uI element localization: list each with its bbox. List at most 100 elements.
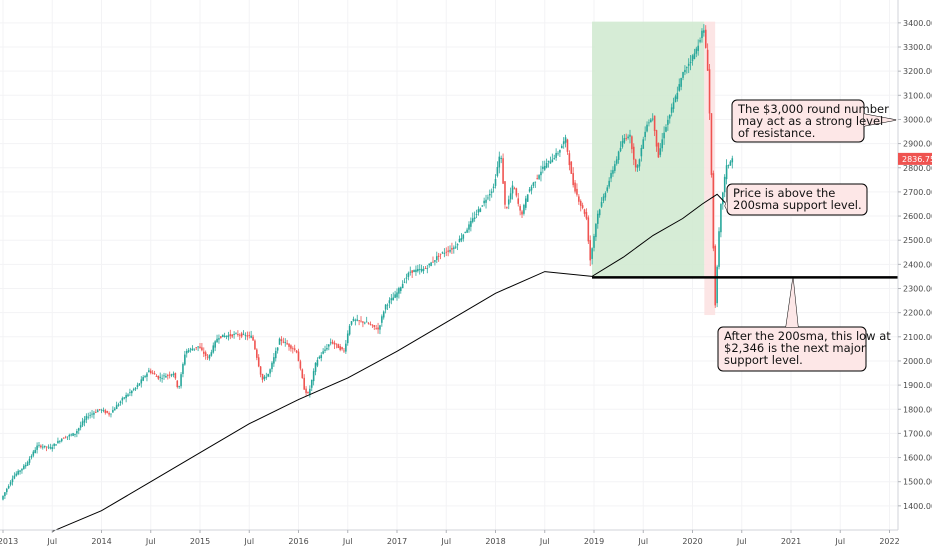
candle-body (398, 288, 400, 294)
candle-body (731, 158, 734, 163)
candle-body (665, 127, 667, 132)
candle-body (318, 356, 321, 359)
candle-body (390, 298, 393, 301)
candle-body (668, 114, 671, 119)
candle-body (712, 173, 715, 249)
candle-body (706, 49, 709, 71)
candle-body (324, 349, 326, 351)
candle-body (682, 72, 684, 78)
candle-body (221, 334, 224, 338)
candlesticks (2, 24, 734, 501)
zone-crash (704, 21, 716, 316)
candle-body (549, 161, 552, 164)
candle-body (462, 234, 465, 239)
time-axis[interactable]: 2013 Jul 2014 Jul 2015 Jul 2016 Jul 2017 Jul 2018 J… (0, 530, 900, 546)
candle-body (413, 270, 415, 273)
y-tick-label: 3200.00 (903, 67, 932, 76)
candle-body (123, 397, 126, 399)
candle-body (350, 321, 353, 325)
candle-body (663, 132, 665, 139)
candle-body (449, 249, 451, 252)
candle-body (477, 209, 480, 213)
candle-body (415, 269, 417, 273)
candle-body (115, 405, 118, 409)
candle-body (405, 277, 408, 279)
candle-body (100, 409, 103, 411)
candle-body (106, 411, 108, 413)
candle-body (30, 455, 33, 458)
candle-body (299, 361, 302, 369)
candle-body (507, 199, 510, 205)
candle-body (606, 187, 609, 192)
candle-body (331, 341, 334, 344)
candle-body (581, 205, 584, 208)
candle-body (559, 149, 561, 153)
y-tick-label: 3000.00 (903, 115, 932, 124)
x-tick-label: 2016 (288, 537, 308, 546)
candle-body (295, 350, 298, 353)
candle-body (610, 173, 612, 179)
candle-body (292, 348, 294, 350)
candle-body (237, 334, 239, 336)
candle-body (76, 430, 78, 434)
candle-body (714, 245, 717, 306)
candle-body (598, 209, 601, 216)
candle-body (617, 151, 620, 160)
candle-body (49, 447, 52, 449)
candle-body (312, 371, 315, 382)
y-tick-label: 1500.00 (903, 478, 932, 487)
candle-body (346, 333, 349, 344)
candle-body (227, 335, 230, 338)
candle-body (238, 334, 241, 336)
candle-body (579, 200, 582, 206)
y-tick-label: 1400.00 (903, 502, 932, 511)
callout-pointer-fill (786, 278, 798, 327)
candle-body (178, 386, 180, 388)
candle-body (667, 119, 669, 125)
candle-body (621, 141, 624, 147)
candle-body (72, 433, 74, 436)
candle-body (2, 495, 4, 500)
price-axis[interactable]: 1400.00 1500.00 1600.00 1700.00 1800.00 1900.… (898, 19, 932, 511)
x-tick-label: 2017 (387, 537, 407, 546)
callout-line: After the 200sma, this low at (724, 329, 891, 343)
candle-body (725, 165, 728, 180)
candle-body (320, 355, 323, 359)
candle-body (129, 392, 131, 394)
candle-body (354, 319, 357, 321)
candle-body (345, 343, 347, 352)
candle-body (189, 348, 192, 350)
candle-body (214, 341, 216, 348)
candle-body (184, 354, 186, 365)
candle-body (187, 350, 190, 352)
candle-body (15, 473, 18, 476)
candle-body (38, 444, 40, 446)
candle-body (297, 351, 300, 362)
candle-body (407, 272, 410, 278)
candle-body (555, 152, 557, 158)
candle-body (650, 119, 652, 123)
candle-body (307, 392, 309, 394)
candle-body (278, 338, 281, 345)
candle-body (426, 268, 429, 270)
candle-body (333, 342, 336, 345)
y-tick-label: 2800.00 (903, 164, 932, 173)
candle-body (481, 205, 484, 207)
candle-body (218, 338, 220, 340)
candle-body (614, 164, 616, 171)
candle-body (110, 413, 112, 415)
candle-body (657, 142, 660, 158)
candle-body (328, 344, 330, 347)
callout-pointer-fill (725, 200, 727, 210)
candle-body (274, 350, 277, 359)
candle-body (202, 351, 205, 354)
candle-body (204, 352, 207, 357)
candle-body (521, 211, 523, 215)
candle-body (62, 437, 65, 439)
candle-body (506, 207, 508, 208)
callout-line: of resistance. (738, 126, 815, 140)
candle-body (428, 263, 431, 266)
candle-body (710, 113, 713, 175)
